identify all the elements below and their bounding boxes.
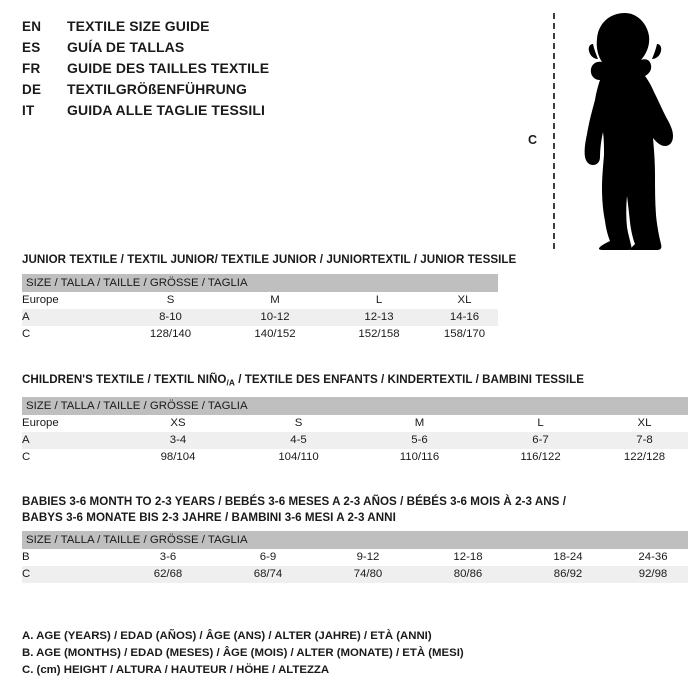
language-title: TEXTILE SIZE GUIDE (67, 18, 210, 34)
table-row: C 128/140 140/152 152/158 158/170 (22, 325, 498, 343)
language-title: TEXTILGRÖßENFÜHRUNG (67, 81, 248, 97)
table-cell: 92/98 (618, 566, 688, 583)
row-label: Europe (22, 291, 118, 309)
section-title: CHILDREN'S TEXTILE / TEXTIL NIÑO/A / TEX… (22, 372, 688, 391)
table-row: A 3-4 4-5 5-6 6-7 7-8 (22, 431, 688, 449)
dashed-measure-line-icon (553, 13, 555, 249)
language-code: FR (22, 61, 41, 76)
section-junior-textile: JUNIOR TEXTILE / TEXTIL JUNIOR/ TEXTILE … (22, 252, 516, 343)
measurement-legend: A. AGE (YEARS) / EDAD (AÑOS) / ÂGE (ANS)… (22, 628, 464, 679)
language-title-list: EN TEXTILE SIZE GUIDE ES GUÍA DE TALLAS … (22, 18, 492, 123)
table-cell: 6-7 (480, 431, 601, 449)
table-row: A 8-10 10-12 12-13 14-16 (22, 308, 498, 326)
table-cell: XS (118, 414, 238, 432)
table-row: Europe XS S M L XL (22, 414, 688, 432)
language-code: EN (22, 19, 42, 34)
table-cell: 80/86 (418, 566, 518, 583)
row-label: A (22, 308, 118, 326)
language-title: GUIDE DES TAILLES TEXTILE (67, 60, 270, 76)
children-size-table: SIZE / TALLA / TAILLE / GRÖSSE / TAGLIA … (22, 396, 688, 466)
junior-size-table: SIZE / TALLA / TAILLE / GRÖSSE / TAGLIA … (22, 273, 498, 343)
legend-line-a: A. AGE (YEARS) / EDAD (AÑOS) / ÂGE (ANS)… (22, 630, 432, 642)
row-label: C (22, 566, 118, 583)
table-cell: 68/74 (218, 566, 318, 583)
language-code: IT (22, 103, 35, 118)
section-title: JUNIOR TEXTILE / TEXTIL JUNIOR/ TEXTILE … (22, 253, 517, 266)
table-cell: 74/80 (318, 566, 418, 583)
table-band-row: SIZE / TALLA / TAILLE / GRÖSSE / TAGLIA (22, 273, 498, 292)
section-babies-textile: BABIES 3-6 MONTH TO 2-3 YEARS / BEBÉS 3-… (22, 494, 688, 583)
section-title-line1: BABIES 3-6 MONTH TO 2-3 YEARS / BEBÉS 3-… (22, 495, 567, 508)
height-illustration: C (510, 5, 700, 255)
table-cell: 24-36 (618, 549, 688, 566)
table-cell: 3-4 (118, 431, 238, 449)
table-cell: L (480, 414, 601, 432)
table-cell: 8-10 (118, 308, 223, 326)
section-title-post: / TEXTILE DES ENFANTS / KINDERTEXTIL / B… (234, 373, 585, 386)
language-row-fr: FR GUIDE DES TAILLES TEXTILE (22, 60, 492, 81)
table-cell: 62/68 (118, 566, 218, 583)
table-cell: 6-9 (218, 549, 318, 566)
table-band-row: SIZE / TALLA / TAILLE / GRÖSSE / TAGLIA (22, 531, 688, 549)
table-cell: 116/122 (480, 448, 601, 466)
table-cell: 7-8 (601, 431, 688, 449)
table-cell: XL (601, 414, 688, 432)
table-row: C 98/104 104/110 110/116 116/122 122/128 (22, 448, 688, 466)
table-cell: 98/104 (118, 448, 238, 466)
language-code: DE (22, 82, 42, 97)
table-cell: 14-16 (431, 308, 498, 326)
section-childrens-textile: CHILDREN'S TEXTILE / TEXTIL NIÑO/A / TEX… (22, 372, 688, 466)
table-cell: S (238, 414, 359, 432)
table-row: Europe S M L XL (22, 291, 498, 309)
section-title-line2: BABYS 3-6 MONATE BIS 2-3 JAHRE / BAMBINI… (22, 510, 396, 524)
table-cell: 128/140 (118, 325, 223, 343)
language-row-es: ES GUÍA DE TALLAS (22, 39, 492, 60)
row-label: C (22, 325, 118, 343)
size-band-label: SIZE / TALLA / TAILLE / GRÖSSE / TAGLIA (22, 396, 688, 415)
legend-line-c: C. (cm) HEIGHT / ALTURA / HAUTEUR / HÖHE… (22, 664, 330, 676)
table-cell: 10-12 (223, 308, 327, 326)
table-cell: 5-6 (359, 431, 480, 449)
size-band-label: SIZE / TALLA / TAILLE / GRÖSSE / TAGLIA (22, 531, 688, 549)
table-cell: L (327, 291, 431, 309)
table-cell: 3-6 (118, 549, 218, 566)
language-row-en: EN TEXTILE SIZE GUIDE (22, 18, 492, 39)
row-label: C (22, 448, 118, 466)
height-measure-label: C (528, 133, 538, 147)
table-cell: 4-5 (238, 431, 359, 449)
table-cell: 110/116 (359, 448, 480, 466)
section-title: BABIES 3-6 MONTH TO 2-3 YEARS / BEBÉS 3-… (22, 494, 688, 525)
table-cell: 9-12 (318, 549, 418, 566)
section-title-pre: CHILDREN'S TEXTILE / TEXTIL NIÑO (22, 373, 227, 386)
babies-size-table: SIZE / TALLA / TAILLE / GRÖSSE / TAGLIA … (22, 531, 688, 583)
toddler-silhouette-icon (584, 13, 673, 250)
table-cell: 104/110 (238, 448, 359, 466)
row-label: A (22, 431, 118, 449)
legend-line-b: B. AGE (MONTHS) / EDAD (MESES) / ÂGE (MO… (22, 647, 464, 659)
table-cell: M (223, 291, 327, 309)
table-cell: 140/152 (223, 325, 327, 343)
language-row-de: DE TEXTILGRÖßENFÜHRUNG (22, 81, 492, 102)
table-cell: 12-18 (418, 549, 518, 566)
language-title: GUÍA DE TALLAS (67, 39, 185, 55)
table-cell: 158/170 (431, 325, 498, 343)
table-cell: 86/92 (518, 566, 618, 583)
language-row-it: IT GUIDA ALLE TAGLIE TESSILI (22, 102, 492, 123)
row-label: Europe (22, 414, 118, 432)
row-label: B (22, 549, 118, 566)
table-cell: 152/158 (327, 325, 431, 343)
size-band-label: SIZE / TALLA / TAILLE / GRÖSSE / TAGLIA (22, 273, 498, 292)
table-cell: 122/128 (601, 448, 688, 466)
table-cell: XL (431, 291, 498, 309)
table-cell: 12-13 (327, 308, 431, 326)
table-cell: M (359, 414, 480, 432)
section-title-subscript: /A (226, 377, 235, 388)
table-cell: 18-24 (518, 549, 618, 566)
table-row: B 3-6 6-9 9-12 12-18 18-24 24-36 (22, 549, 688, 566)
table-cell: S (118, 291, 223, 309)
language-title: GUIDA ALLE TAGLIE TESSILI (67, 102, 265, 118)
language-code: ES (22, 40, 41, 55)
table-row: C 62/68 68/74 74/80 80/86 86/92 92/98 (22, 566, 688, 583)
table-band-row: SIZE / TALLA / TAILLE / GRÖSSE / TAGLIA (22, 396, 688, 415)
